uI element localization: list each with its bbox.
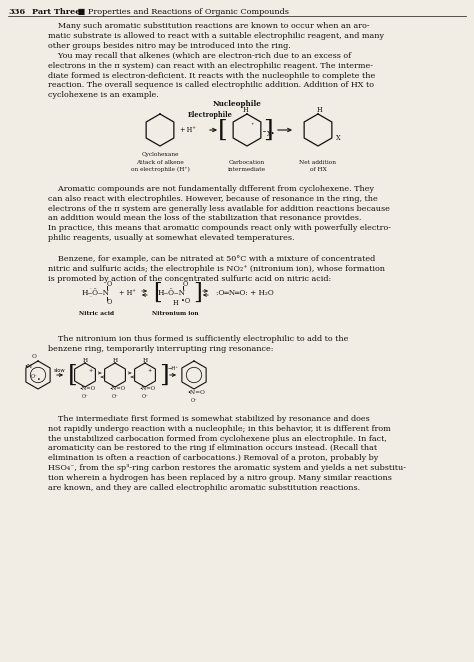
- Text: Nitronium ion: Nitronium ion: [152, 311, 198, 316]
- Text: H: H: [143, 357, 147, 363]
- Text: ··: ··: [90, 295, 92, 299]
- Text: The nitronium ion thus formed is sufficiently electrophilic to add to the
benzen: The nitronium ion thus formed is suffici…: [48, 335, 348, 353]
- Text: Electrophile: Electrophile: [188, 111, 232, 119]
- Text: Aromatic compounds are not fundamentally different from cyclohexene. They
can al: Aromatic compounds are not fundamentally…: [48, 185, 391, 242]
- Text: O: O: [182, 280, 188, 288]
- Text: [: [: [68, 363, 78, 387]
- Text: O⁻: O⁻: [191, 399, 198, 404]
- Text: O: O: [106, 298, 111, 306]
- Text: ··: ··: [90, 287, 92, 291]
- Text: ]: ]: [159, 363, 169, 387]
- Text: ■ Properties and Reactions of Organic Compounds: ■ Properties and Reactions of Organic Co…: [75, 8, 289, 16]
- Text: O⁻: O⁻: [82, 395, 89, 399]
- Text: Carbocation: Carbocation: [229, 160, 265, 165]
- Text: Nucleophile: Nucleophile: [212, 100, 262, 108]
- Text: intermediate: intermediate: [228, 167, 266, 172]
- Text: H: H: [316, 106, 322, 114]
- Text: + H⁺: + H⁺: [119, 289, 136, 297]
- Text: Benzene, for example, can be nitrated at 50°C with a mixture of concentrated
nit: Benzene, for example, can be nitrated at…: [48, 255, 385, 283]
- Text: +: +: [89, 369, 93, 373]
- Text: Nitric acid: Nitric acid: [80, 311, 115, 316]
- Text: ∙: ∙: [37, 377, 41, 383]
- Text: O⁻: O⁻: [111, 395, 118, 399]
- Text: Many such aromatic substitution reactions are known to occur when an aro-
matic : Many such aromatic substitution reaction…: [48, 22, 384, 50]
- Text: H: H: [82, 357, 88, 363]
- Text: ∙N=O: ∙N=O: [79, 385, 95, 391]
- Text: on electrophile (H⁺): on electrophile (H⁺): [130, 167, 190, 172]
- Text: ∙N=O: ∙N=O: [187, 389, 205, 395]
- Text: +: +: [250, 122, 254, 126]
- Text: ∙N: ∙N: [24, 365, 32, 369]
- Text: +: +: [148, 369, 152, 373]
- Text: −H⁺: −H⁺: [167, 367, 179, 371]
- Text: + H⁺: + H⁺: [180, 126, 196, 134]
- Text: X•: X•: [267, 130, 275, 138]
- Text: H‒Ö‒N: H‒Ö‒N: [82, 289, 110, 297]
- Text: The intermediate first formed is somewhat stabilized by resonance and does
not r: The intermediate first formed is somewha…: [48, 415, 406, 492]
- Text: O: O: [32, 354, 36, 359]
- Text: ∙N=O: ∙N=O: [109, 385, 125, 391]
- Text: Cyclohexane: Cyclohexane: [141, 152, 179, 157]
- Text: H‒Ö‒N: H‒Ö‒N: [158, 289, 186, 297]
- Text: [: [: [218, 118, 228, 142]
- Text: H: H: [112, 357, 118, 363]
- Text: H: H: [242, 106, 248, 114]
- Text: •O: •O: [182, 297, 191, 305]
- Text: :O═N═O: + H₂O: :O═N═O: + H₂O: [216, 289, 274, 297]
- Text: 336: 336: [8, 8, 25, 16]
- Text: O⁻: O⁻: [30, 375, 37, 379]
- Text: Net addition: Net addition: [300, 160, 337, 165]
- Text: O: O: [106, 280, 111, 288]
- Text: ∙N=O: ∙N=O: [139, 385, 155, 391]
- Text: ]: ]: [193, 282, 202, 304]
- Text: [: [: [153, 282, 162, 304]
- Text: slow: slow: [54, 367, 66, 373]
- Text: ]: ]: [263, 118, 273, 142]
- Text: You may recall that alkenes (which are electron-rich due to an excess of
electro: You may recall that alkenes (which are e…: [48, 52, 375, 99]
- Text: H: H: [172, 299, 178, 307]
- Text: Part Three: Part Three: [32, 8, 81, 16]
- Text: Attack of alkene: Attack of alkene: [136, 160, 184, 165]
- Text: O⁻: O⁻: [142, 395, 148, 399]
- Text: of HX: of HX: [310, 167, 327, 172]
- Text: X: X: [336, 134, 340, 142]
